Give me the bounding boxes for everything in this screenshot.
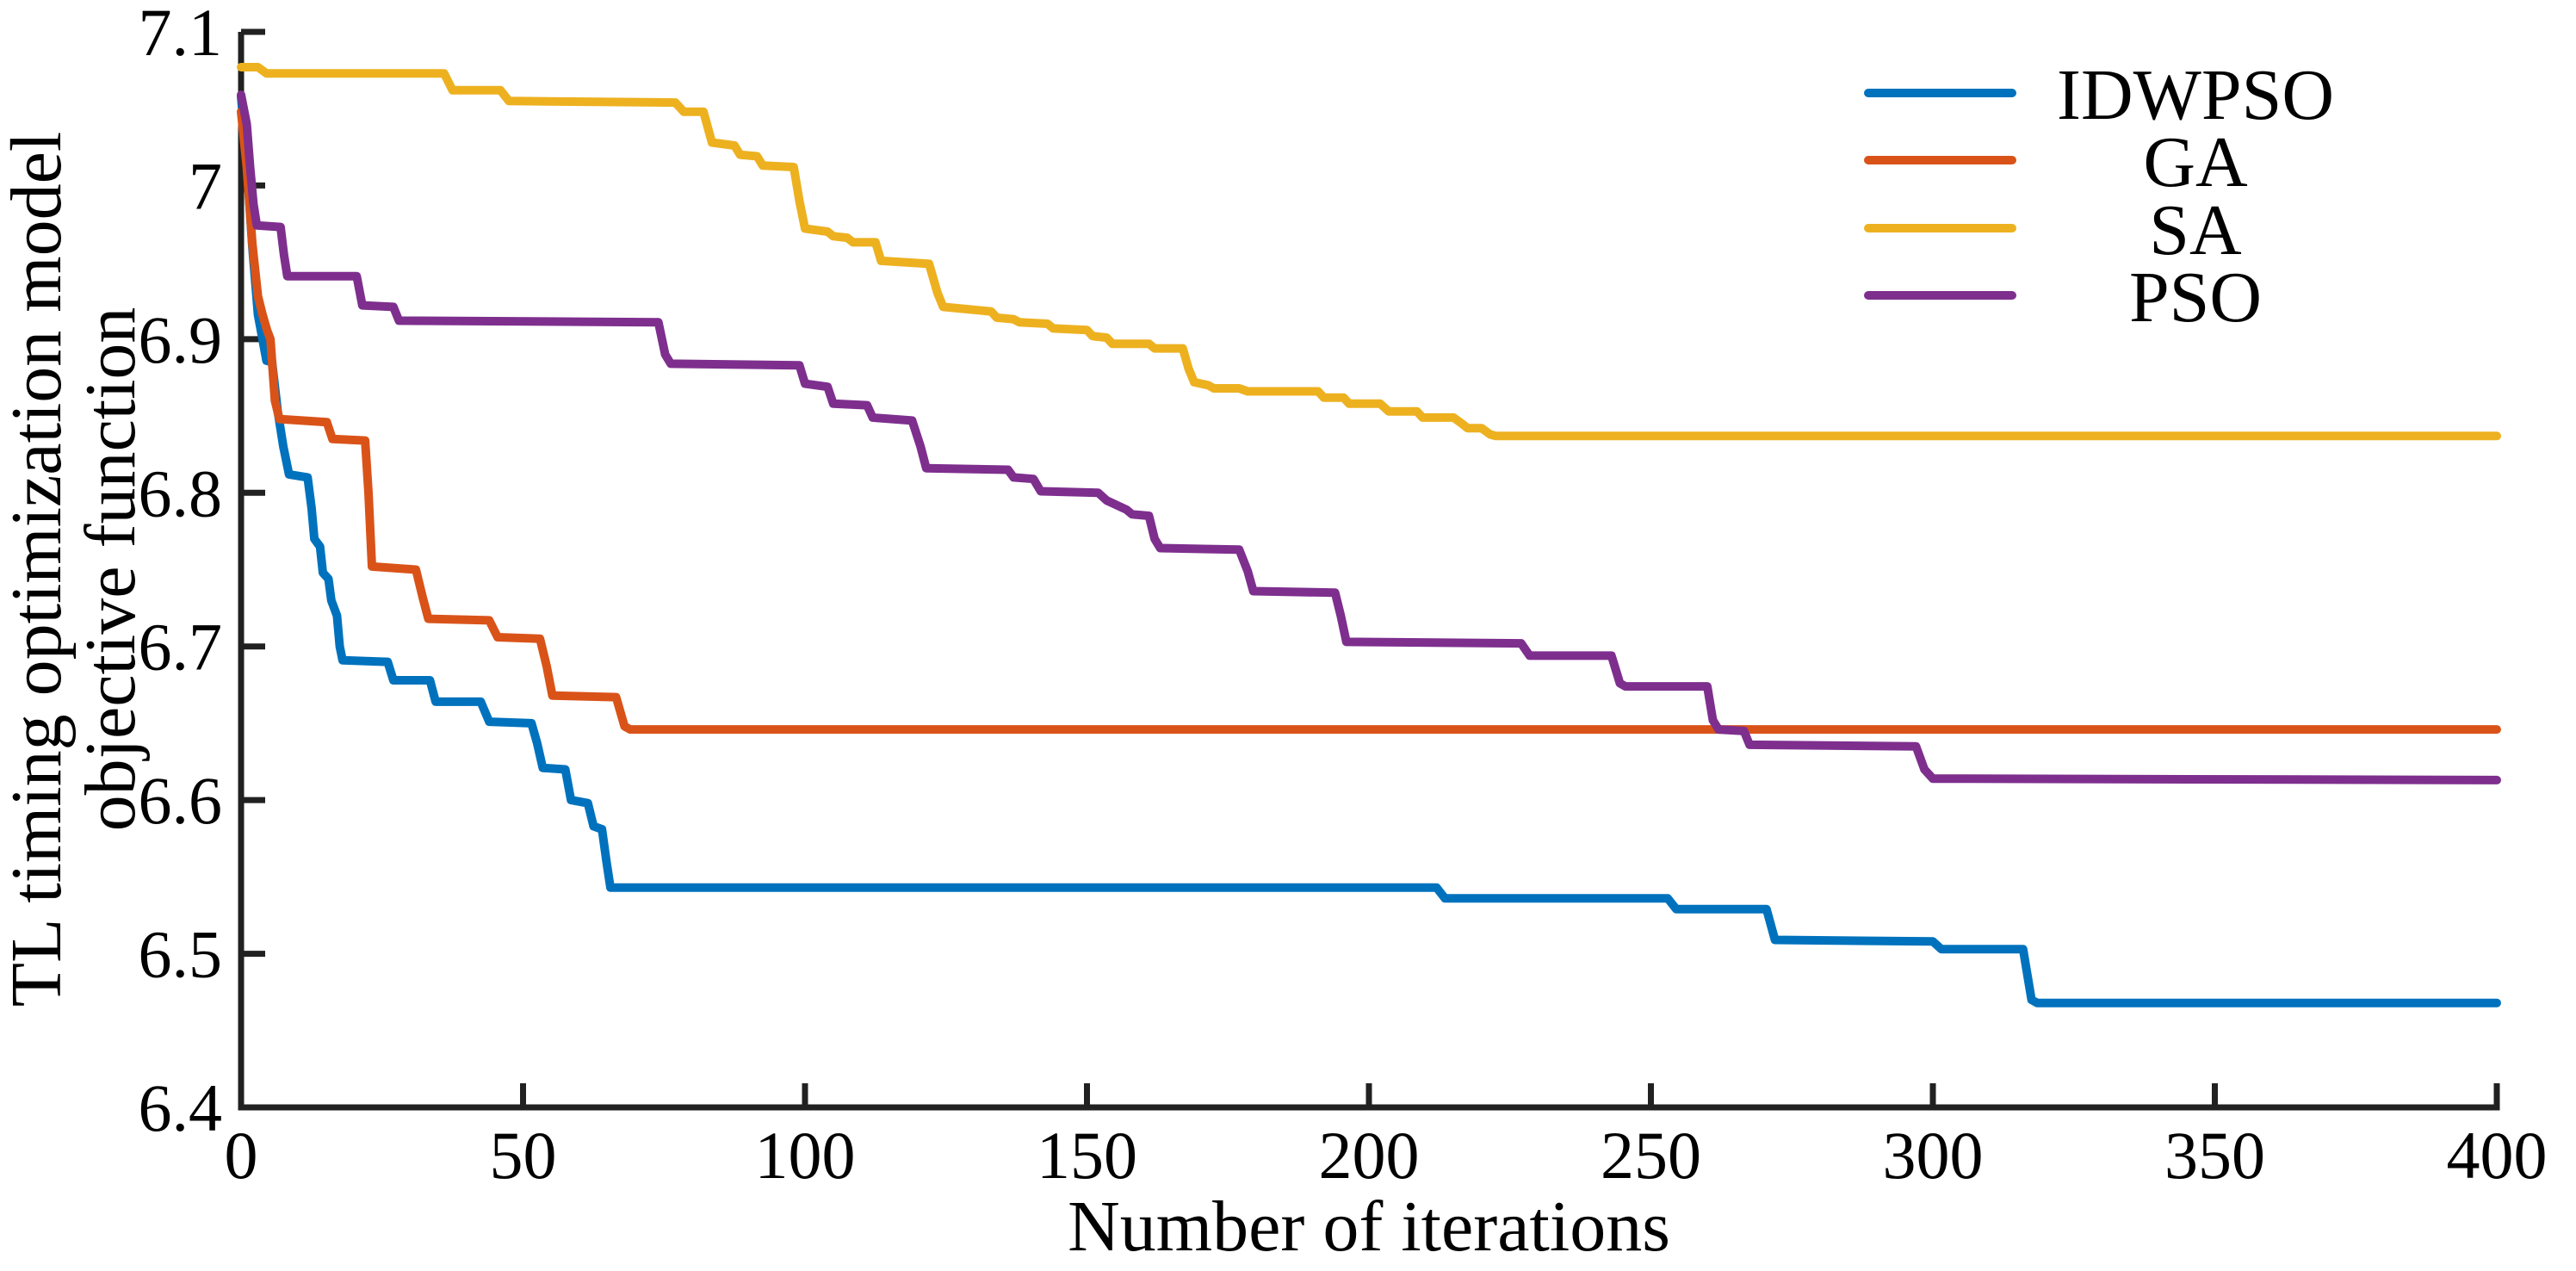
x-tick-label: 100 [755, 1118, 856, 1193]
tick-layer: 0 50 100 150 200 250 300 350 400 7.1 7 6.9 6.8 6.7 6.6… [139, 0, 2548, 1193]
y-tick-label: 6.6 [139, 763, 223, 838]
legend-label-ga: GA [2143, 122, 2248, 202]
x-tick-label: 400 [2447, 1118, 2548, 1193]
x-tick-label: 50 [490, 1118, 557, 1193]
legend-item-idwpso: IDWPSO [1864, 55, 2334, 135]
y-tick-label: 7.1 [139, 0, 223, 70]
y-tick-label: 6.7 [139, 610, 223, 685]
x-axis-label: Number of iterations [1068, 1187, 1670, 1267]
series-line-sa [237, 63, 2501, 441]
series-layer [237, 63, 2501, 1008]
legend-item-ga: GA [1864, 122, 2248, 202]
y-tick-label: 6.8 [139, 456, 223, 530]
series-line-pso [237, 90, 2501, 784]
y-tick-label: 7 [189, 148, 222, 223]
legend-label-pso: PSO [2129, 257, 2262, 338]
axis-spines [238, 32, 2500, 1111]
legend-label-sa: SA [2149, 190, 2242, 270]
x-tick-label: 0 [225, 1118, 258, 1193]
series-line-idwpso [237, 91, 2501, 1008]
x-tick-label: 250 [1601, 1118, 1701, 1193]
x-tick-label: 200 [1319, 1118, 1420, 1193]
y-axis-label-line2: objective function [71, 307, 151, 832]
legend-item-pso: PSO [1864, 257, 2262, 338]
y-axis-label-line1: TL timing optimization model [0, 132, 77, 1007]
y-tick-label: 6.9 [139, 302, 223, 377]
y-tick-label: 6.4 [139, 1070, 223, 1145]
x-tick-label: 300 [1883, 1118, 1984, 1193]
legend-label-idwpso: IDWPSO [2057, 55, 2334, 135]
x-tick-label: 150 [1037, 1118, 1137, 1193]
x-tick-label: 350 [2164, 1118, 2265, 1193]
legend-item-sa: SA [1864, 190, 2242, 270]
y-tick-label: 6.5 [139, 917, 223, 992]
series-line-ga [237, 107, 2501, 735]
